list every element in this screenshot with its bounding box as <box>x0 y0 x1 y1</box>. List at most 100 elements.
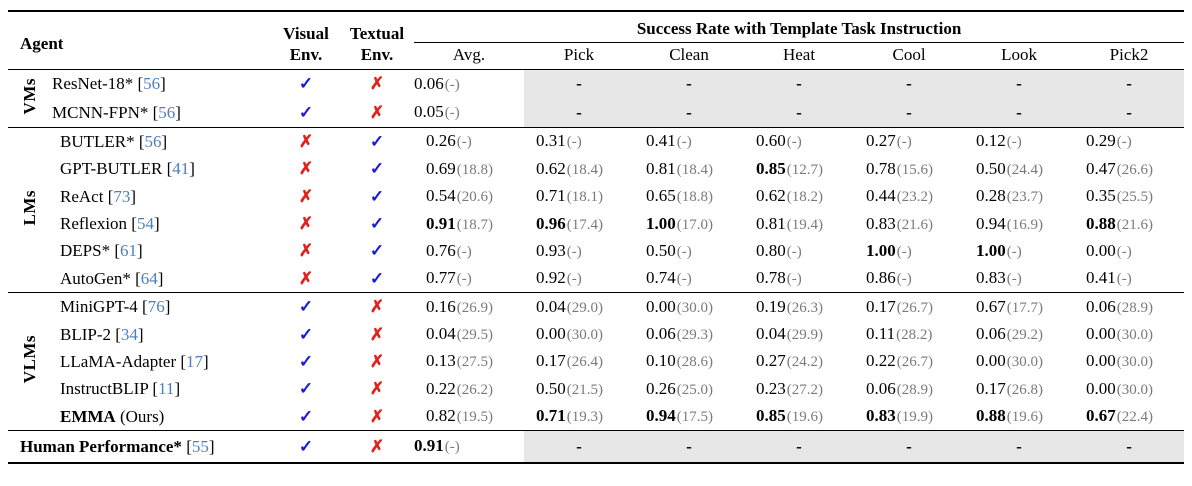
empty-result-cell: - <box>524 98 635 128</box>
avg-steps-value: (-) <box>456 243 472 260</box>
table-row: Reflexion [54] ✗ ✓ 0.91(18.7) 0.96(17.4) 1.00… <box>8 210 1184 237</box>
citation: [54] <box>127 214 160 233</box>
cross-icon: ✗ <box>298 159 314 179</box>
success-rate-value: 0.06 <box>866 378 896 398</box>
row-group-label-text: LMs <box>20 190 39 226</box>
citation-link[interactable]: 41 <box>172 159 190 179</box>
avg-steps-value: (29.9) <box>786 327 824 343</box>
success-rate-value: 0.54 <box>426 186 456 206</box>
avg-steps-value: (-) <box>896 134 912 151</box>
avg-steps-value: (19.4) <box>786 216 824 233</box>
result-cell-clean: 0.10(28.6) <box>634 348 744 375</box>
avg-steps-value: (-) <box>786 271 802 288</box>
avg-steps-value: (26.4) <box>566 354 604 371</box>
success-rate-value: 0.00 <box>1086 351 1116 371</box>
avg-steps-value: (-) <box>896 271 912 288</box>
citation-link[interactable]: 17 <box>186 351 204 371</box>
avg-steps-value: (24.2) <box>786 354 824 371</box>
citation-link[interactable]: 56 <box>144 131 162 151</box>
citation-link[interactable]: 11 <box>158 379 175 399</box>
citation-link[interactable]: 34 <box>120 324 138 344</box>
result-cell-avg: 0.22(26.2) <box>414 376 524 403</box>
citation-link[interactable]: 73 <box>113 186 131 206</box>
result-cell-avg: 0.04(29.5) <box>414 321 524 348</box>
citation-link[interactable]: 76 <box>147 297 165 317</box>
success-rate-value: 0.11 <box>866 324 896 343</box>
citation-link[interactable]: 56 <box>158 102 176 122</box>
success-rate-value: 0.76 <box>426 240 456 260</box>
avg-steps-value: (18.4) <box>676 161 714 178</box>
avg-steps-value: (-) <box>566 271 582 288</box>
result-cell-heat: 0.04(29.9) <box>744 321 854 348</box>
avg-steps-value: (26.2) <box>456 381 494 398</box>
success-rate-value: 0.77 <box>426 268 456 288</box>
citation-link[interactable]: 54 <box>136 214 154 233</box>
check-icon: ✓ <box>369 131 385 151</box>
success-rate-value: 0.06 <box>1086 296 1116 316</box>
citation-link[interactable]: 55 <box>191 436 209 456</box>
agent-name: AutoGen* <box>60 268 131 288</box>
citation-link[interactable]: 64 <box>140 268 158 288</box>
success-rate-value: 0.41 <box>1086 268 1116 288</box>
avg-steps-value: (21.6) <box>896 216 934 233</box>
avg-steps-value: (26.3) <box>786 299 824 316</box>
result-cell-pick: 0.17(26.4) <box>524 348 634 375</box>
check-icon: ✓ <box>298 297 314 317</box>
result-cell-clean: 1.00(17.0) <box>634 210 744 237</box>
textual-env-cell: ✗ <box>340 430 415 464</box>
avg-steps-value: (-) <box>1116 134 1132 151</box>
avg-steps-value: (25.5) <box>1116 189 1154 206</box>
cross-icon: ✗ <box>369 324 385 344</box>
result-cell-pick2: 0.00(30.0) <box>1074 321 1184 348</box>
citation: [56] <box>148 102 181 122</box>
textual-env-cell: ✓ <box>340 238 414 265</box>
result-cell-clean: 0.41(-) <box>634 127 745 156</box>
avg-steps-value: (30.0) <box>1006 354 1044 371</box>
avg-steps-value: (16.9) <box>1006 216 1044 233</box>
success-rate-value: 0.85 <box>756 406 786 426</box>
result-cell-clean: 0.94(17.5) <box>634 403 744 431</box>
result-cell-look: 0.67(17.7) <box>964 292 1075 321</box>
visual-env-cell: ✗ <box>272 238 340 265</box>
avg-steps-value: (17.0) <box>676 216 714 233</box>
results-table: Agent Visual Env. Textual Env. Success R… <box>8 10 1185 465</box>
success-rate-value: 0.74 <box>646 268 676 288</box>
avg-steps-value: (-) <box>676 243 692 260</box>
avg-steps-value: (26.7) <box>896 299 934 316</box>
citation-link[interactable]: 56 <box>143 74 161 94</box>
result-cell-pick2: 0.00(-) <box>1074 238 1184 265</box>
citation: [76] <box>137 297 171 317</box>
cross-icon: ✗ <box>298 214 314 233</box>
visual-env-cell: ✓ <box>272 403 340 431</box>
success-rate-value: 0.00 <box>646 296 676 316</box>
avg-steps-value: (28.2) <box>896 327 933 343</box>
citation: [17] <box>176 351 209 371</box>
avg-steps-value: (30.0) <box>566 327 604 343</box>
success-rate-value: 0.17 <box>536 351 566 371</box>
check-icon: ✓ <box>298 436 314 456</box>
success-rate-value: 0.04 <box>426 324 456 343</box>
col-header-agent: Agent <box>20 34 64 53</box>
col-header-visual-env: Visual Env. <box>272 11 340 70</box>
success-rate-value: 0.27 <box>866 131 896 151</box>
result-cell-avg: 0.91(18.7) <box>414 210 524 237</box>
result-cell-clean: 0.81(18.4) <box>634 156 744 183</box>
citation: [11] <box>148 379 181 399</box>
avg-steps-value: (19.6) <box>1006 409 1044 426</box>
row-group-label-text: VLMs <box>20 335 39 384</box>
result-cell-pick: 0.96(17.4) <box>524 210 634 237</box>
avg-steps-value: (-) <box>786 243 802 260</box>
citation-link[interactable]: 61 <box>120 241 137 261</box>
success-rate-value: 0.94 <box>646 406 676 426</box>
result-cell-heat: 0.23(27.2) <box>744 376 854 403</box>
table-row: LLaMA-Adapter [17] ✓ ✗ 0.13(27.5) 0.17(26.4)… <box>8 348 1184 375</box>
table-row: BLIP-2 [34] ✓ ✗ 0.04(29.5) 0.00(30.0) 0.06(29… <box>8 321 1184 348</box>
textual-env-cell: ✓ <box>340 210 414 237</box>
result-cell-avg: 0.91(-) <box>414 430 525 464</box>
empty-result-cell: - <box>634 430 745 464</box>
check-icon: ✓ <box>369 241 385 261</box>
result-cell-avg: 0.13(27.5) <box>414 348 524 375</box>
avg-steps-value: (-) <box>444 76 460 93</box>
textual-env-cell: ✗ <box>340 99 414 128</box>
result-cell-avg: 0.69(18.8) <box>414 156 524 183</box>
